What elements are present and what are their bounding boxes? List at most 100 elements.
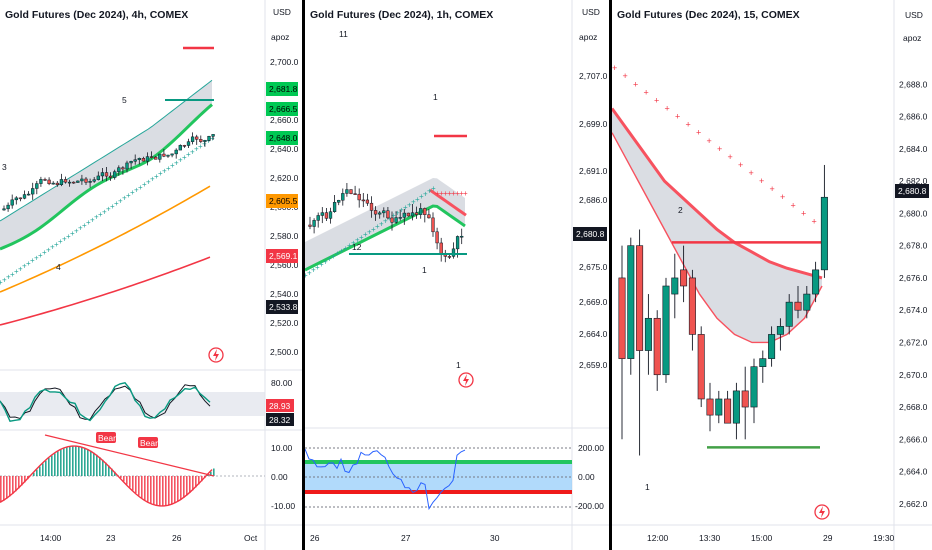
flash-icon[interactable] bbox=[208, 347, 224, 363]
candle-body bbox=[776, 326, 784, 335]
cross-marker: + bbox=[98, 210, 103, 219]
macd-histogram-bar bbox=[48, 458, 50, 476]
macd-histogram-bar bbox=[93, 452, 95, 476]
macd-histogram-bar bbox=[18, 476, 20, 489]
candle-body bbox=[125, 162, 129, 170]
macd-histogram-bar bbox=[114, 471, 116, 476]
candle-body bbox=[337, 199, 341, 203]
macd-histogram-bar bbox=[51, 455, 53, 476]
psar-marker: + bbox=[686, 120, 691, 130]
macd-histogram-bar bbox=[21, 476, 23, 486]
chart-title: Gold Futures (Dec 2024), 15, COMEX bbox=[617, 9, 800, 21]
macd-signal-line bbox=[0, 445, 213, 507]
x-tick: 27 bbox=[401, 533, 411, 543]
candle-body bbox=[174, 149, 178, 155]
cross-marker: + bbox=[142, 180, 147, 189]
wave-label: 1 bbox=[645, 482, 650, 492]
candle-body bbox=[113, 171, 117, 178]
cross-marker: + bbox=[42, 248, 47, 257]
y-tick: 2,500.0 bbox=[270, 347, 299, 357]
price-plot-4h: + + + + + + + + + + + + + + + + + + + + + + + + + + + + + + + + + + + + + + + +… bbox=[0, 46, 215, 326]
chart-title: Gold Futures (Dec 2024), 1h, COMEX bbox=[310, 9, 493, 21]
cross-marker: + bbox=[375, 222, 380, 231]
macd-histogram-bar bbox=[147, 476, 149, 502]
candle-body bbox=[312, 220, 316, 227]
candle-body bbox=[794, 301, 802, 311]
cross-marker: + bbox=[170, 161, 175, 170]
candle-body bbox=[324, 212, 329, 219]
candle-body bbox=[332, 202, 337, 212]
y-tick: 2,620.0 bbox=[270, 173, 299, 183]
chart-panel-4h[interactable]: + + + + + + + + + + + + + + + + + + + + + + + + + + + + + + + + + + + + + + + +… bbox=[0, 0, 302, 550]
candle-body bbox=[316, 215, 320, 221]
macd-histogram-bar bbox=[69, 446, 71, 476]
cross-marker: + bbox=[407, 200, 412, 209]
price-tag: 2,569.1 bbox=[269, 251, 298, 261]
svg-text:28.32: 28.32 bbox=[269, 415, 291, 425]
y-tick: 2,660.0 bbox=[270, 115, 299, 125]
cross-marker: + bbox=[6, 273, 11, 282]
y-tick: 2,686.0 bbox=[579, 195, 608, 205]
wave-label: 3 bbox=[2, 162, 7, 172]
candle-body bbox=[145, 156, 150, 162]
y-tick: 2,580.0 bbox=[270, 231, 299, 241]
panel-divider[interactable] bbox=[609, 0, 612, 550]
stoch-tag: 28.93 bbox=[266, 399, 294, 412]
cross-marker: + bbox=[387, 214, 392, 223]
currency-label[interactable]: USD bbox=[273, 7, 291, 17]
bear-label: Bear bbox=[138, 437, 158, 448]
cci-tick: 0.00 bbox=[578, 472, 595, 482]
svg-text:2,680.8: 2,680.8 bbox=[576, 229, 605, 239]
cross-marker: + bbox=[371, 225, 376, 234]
flash-icon[interactable] bbox=[814, 504, 830, 520]
cross-marker: + bbox=[463, 189, 468, 198]
cross-marker: + bbox=[38, 251, 43, 260]
cross-marker: + bbox=[415, 195, 420, 204]
y-tick: 2,668.0 bbox=[899, 402, 928, 412]
price-tag-bg bbox=[266, 249, 298, 263]
candle-body bbox=[108, 175, 113, 178]
macd-histogram-bar bbox=[180, 476, 182, 500]
macd-histogram-bar bbox=[75, 446, 77, 476]
candle-body bbox=[671, 277, 679, 295]
scale-mode-label[interactable]: apoz bbox=[579, 32, 597, 42]
candle-body bbox=[382, 210, 386, 214]
candle-body bbox=[84, 178, 88, 183]
macd-histogram-bar bbox=[207, 474, 209, 476]
macd-histogram-bar bbox=[102, 459, 104, 476]
y-tick: 2,640.0 bbox=[270, 144, 299, 154]
x-tick: 13:30 bbox=[699, 533, 721, 543]
cross-marker: + bbox=[30, 256, 35, 265]
currency-label[interactable]: USD bbox=[905, 10, 923, 20]
wave-label: 5 bbox=[122, 95, 127, 105]
candle-body bbox=[627, 245, 635, 359]
y-tick: 2,682.0 bbox=[899, 176, 928, 186]
currency-label[interactable]: USD bbox=[582, 7, 600, 17]
cross-marker: + bbox=[74, 226, 79, 235]
cross-marker: + bbox=[58, 237, 63, 246]
cci-line bbox=[305, 448, 466, 511]
panel-divider[interactable] bbox=[302, 0, 305, 550]
psar-marker: + bbox=[717, 144, 722, 154]
candle-body bbox=[618, 277, 626, 359]
macd-histogram-bar bbox=[201, 476, 203, 482]
psar-marker: + bbox=[770, 184, 775, 194]
flash-icon[interactable] bbox=[458, 372, 474, 388]
candle-body bbox=[92, 179, 96, 182]
scale-mode-label[interactable]: apoz bbox=[271, 32, 289, 42]
candle-body bbox=[759, 358, 767, 367]
chart-panel-15m[interactable]: + + + + + + + + + + + + + + + + + + + + Gold Futures (Dec 2… bbox=[612, 0, 932, 550]
cross-marker: + bbox=[383, 217, 388, 226]
candle-body bbox=[455, 236, 460, 250]
y-tick: 2,666.0 bbox=[899, 434, 928, 444]
chart-panel-1h[interactable]: + + + + + + + + + + + + + + + + + + + + + + + + + + + + + + + + + + + + + + + +… bbox=[305, 0, 610, 550]
price-tag: 2,648.0 bbox=[269, 133, 298, 143]
price-tag-bg bbox=[266, 131, 298, 145]
scale-mode-label[interactable]: apoz bbox=[903, 33, 921, 43]
stochastic-pane bbox=[0, 382, 265, 422]
stoch-tag: 28.32 bbox=[266, 413, 294, 426]
y-tick: 2,675.0 bbox=[579, 262, 608, 272]
macd-histogram-bar bbox=[42, 463, 44, 476]
candle-body bbox=[18, 197, 23, 200]
candle-body bbox=[158, 153, 162, 160]
